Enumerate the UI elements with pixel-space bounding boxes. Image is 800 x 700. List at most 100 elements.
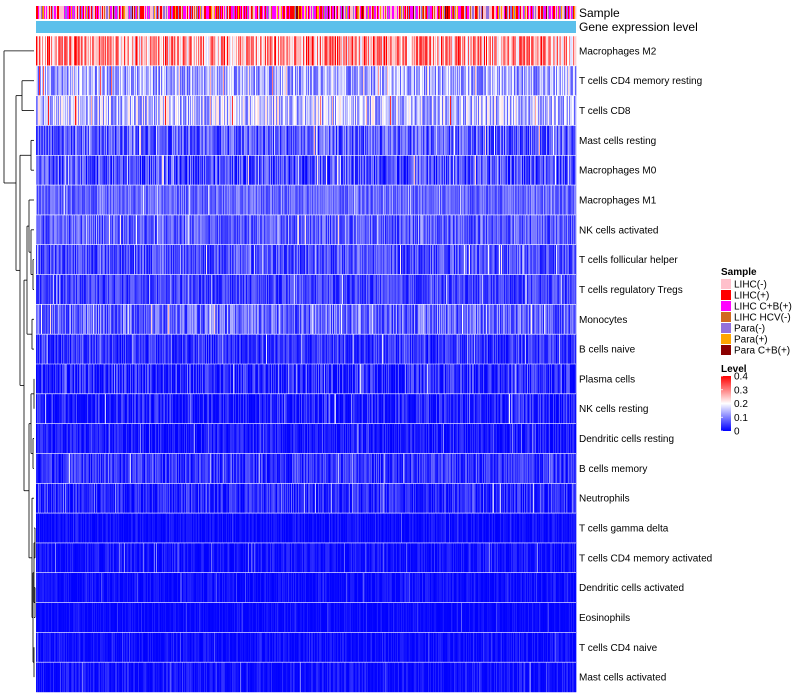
heatmap-cell: [511, 214, 513, 245]
heatmap-cell: [325, 36, 327, 67]
heatmap-cell: [414, 185, 416, 216]
sample-annotation-cell: [388, 6, 390, 19]
heatmap-cell: [280, 244, 282, 275]
heatmap-cell: [274, 65, 276, 96]
heatmap-cell: [372, 65, 374, 96]
heatmap-cell: [356, 185, 358, 216]
heatmap-cell: [153, 36, 155, 67]
heatmap-cell: [334, 95, 336, 126]
heatmap-cell: [528, 155, 530, 186]
heatmap-cell: [87, 95, 89, 126]
sample-annotation-cell: [134, 6, 136, 19]
heatmap-cell: [173, 65, 175, 96]
heatmap-cell: [272, 214, 274, 245]
heatmap-cell: [303, 214, 305, 245]
sample-annotation-cell: [435, 6, 437, 19]
heatmap-cell: [210, 214, 212, 245]
heatmap-cell: [279, 65, 281, 96]
sample-annotation-cell: [258, 6, 260, 19]
heatmap-cell: [522, 185, 524, 216]
heatmap-cell: [420, 36, 422, 67]
sample-annotation-cell: [46, 6, 48, 19]
heatmap-cell: [139, 36, 141, 67]
heatmap-cell: [52, 155, 54, 186]
heatmap-cell: [140, 125, 142, 156]
heatmap-cell: [496, 244, 498, 275]
heatmap-cell: [329, 95, 331, 126]
heatmap-cell: [418, 244, 420, 275]
heatmap-cell: [350, 214, 352, 245]
heatmap-cell: [527, 155, 529, 186]
heatmap-cell: [500, 244, 502, 275]
heatmap-cell: [135, 244, 137, 275]
heatmap-cell: [231, 155, 233, 186]
heatmap-cell: [435, 65, 437, 96]
heatmap-cell: [214, 36, 216, 67]
heatmap-cell: [373, 125, 375, 156]
heatmap-cell: [434, 244, 436, 275]
heatmap-cell: [537, 155, 539, 186]
heatmap-cell: [400, 214, 402, 245]
heatmap-cell: [77, 155, 79, 186]
heatmap-cell: [410, 95, 412, 126]
heatmap-cell: [165, 95, 167, 126]
heatmap-cell: [404, 155, 406, 186]
heatmap-cell: [529, 155, 531, 186]
sample-annotation-cell: [96, 6, 98, 19]
heatmap-cell: [355, 244, 357, 275]
heatmap-cell: [515, 244, 517, 275]
sample-annotation-cell: [146, 6, 148, 19]
heatmap-cell: [350, 65, 352, 96]
heatmap-cell: [557, 155, 559, 186]
heatmap-cell: [86, 244, 88, 275]
heatmap-cell: [45, 214, 47, 245]
heatmap-cell: [178, 95, 180, 126]
sample-annotation-cell: [230, 6, 232, 19]
heatmap-cell: [186, 125, 188, 156]
heatmap-cell: [57, 155, 59, 186]
heatmap-cell: [198, 65, 200, 96]
heatmap-cell: [235, 155, 237, 186]
heatmap-cell: [444, 125, 446, 156]
heatmap-cell: [391, 125, 393, 156]
heatmap-cell: [539, 95, 541, 126]
heatmap-cell: [49, 185, 51, 216]
heatmap-cell: [496, 155, 498, 186]
heatmap-cell: [352, 185, 354, 216]
heatmap-cell: [550, 244, 552, 275]
heatmap-cell: [555, 65, 557, 96]
heatmap-cell: [457, 244, 459, 275]
heatmap-cell: [545, 155, 547, 186]
heatmap-cell: [314, 36, 316, 67]
heatmap-cell: [220, 125, 222, 156]
heatmap-cell: [159, 214, 161, 245]
heatmap-cell: [120, 185, 122, 216]
heatmap-cell: [190, 214, 192, 245]
heatmap-cell: [188, 244, 190, 275]
heatmap-cell: [44, 125, 46, 156]
heatmap-cell: [329, 125, 331, 156]
heatmap-cell: [479, 125, 481, 156]
sample-annotation-cell: [380, 6, 382, 19]
heatmap-cell: [353, 244, 355, 275]
heatmap-cell: [119, 65, 121, 96]
heatmap-cell: [472, 95, 474, 126]
heatmap-cell: [231, 185, 233, 216]
heatmap-cell: [532, 244, 534, 275]
heatmap-cell: [272, 125, 274, 156]
heatmap-cell: [51, 244, 53, 275]
sample-annotation-cell: [65, 6, 67, 19]
heatmap-cell: [169, 155, 171, 186]
sample-annotation-cell: [208, 6, 210, 19]
heatmap-cell: [345, 155, 347, 186]
heatmap-cell: [127, 125, 129, 156]
heatmap-cell: [42, 274, 44, 305]
heatmap-cell: [366, 65, 368, 96]
heatmap-cell: [436, 65, 438, 96]
heatmap-cell: [193, 155, 195, 186]
sample-annotation-cell: [501, 6, 503, 19]
heatmap-cell: [41, 95, 43, 126]
heatmap-cell: [190, 125, 192, 156]
heatmap-cell: [168, 185, 170, 216]
sample-annotation-cell: [363, 6, 365, 19]
